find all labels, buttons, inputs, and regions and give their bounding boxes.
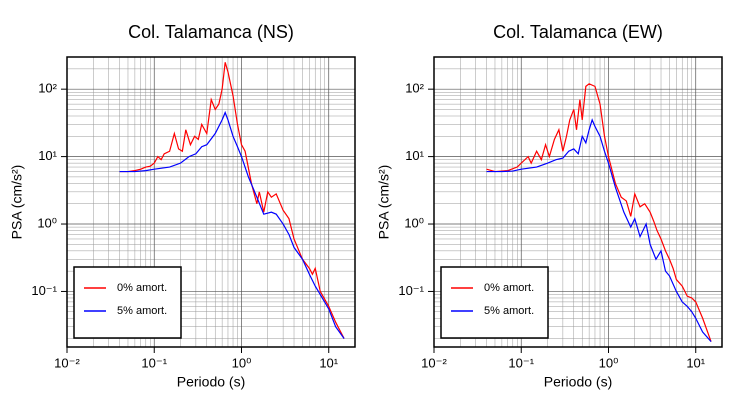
x-axis-label: Periodo (s) [177,374,245,390]
x-tick-label: 10⁻² [54,355,80,370]
series-line [119,110,345,339]
legend-label: 0% amort. [484,282,534,294]
series-line [486,83,712,342]
y-tick-label: 10² [38,81,57,96]
y-tick-label: 10⁻¹ [398,283,424,298]
legend-label: 0% amort. [117,282,167,294]
plot: 10⁻² 10⁻¹ 10⁰ 10¹ 10⁻¹ 10⁰ 10¹ 10² Col. Talamanc… [9,22,356,390]
y-tick-label: 10⁰ [37,215,57,230]
plot-frame [66,56,356,348]
legend-box [440,266,549,339]
legend-label: 5% amort. [117,305,167,317]
x-tick-label: 10⁰ [232,355,252,370]
plot-frame [433,56,723,348]
x-axis-label: Periodo (s) [544,374,612,390]
x-tick-label: 10⁻² [421,355,447,370]
x-tick-label: 10⁻¹ [508,355,534,370]
y-tick-label: 10¹ [405,148,424,163]
x-tick-label: 10¹ [686,355,705,370]
y-axis-label: PSA (cm/s²) [376,165,392,240]
plot: 10⁻² 10⁻¹ 10⁰ 10¹ 10⁻¹ 10⁰ 10¹ 10² Col. Talamanc… [376,22,723,390]
chart-title: Col. Talamanca (NS) [128,22,294,42]
chart-title: Col. Talamanca (EW) [493,22,663,42]
y-axis-label: PSA (cm/s²) [9,165,25,240]
x-tick-label: 10⁻¹ [141,355,167,370]
legend-box [73,266,182,339]
legend-label: 5% amort. [484,305,534,317]
x-tick-label: 10¹ [319,355,338,370]
series-line [486,118,712,343]
x-tick-label: 10⁰ [599,355,619,370]
y-tick-label: 10⁰ [404,215,424,230]
y-tick-label: 10⁻¹ [31,283,57,298]
y-tick-label: 10² [405,81,424,96]
series-line [119,62,345,339]
y-tick-label: 10¹ [38,148,57,163]
